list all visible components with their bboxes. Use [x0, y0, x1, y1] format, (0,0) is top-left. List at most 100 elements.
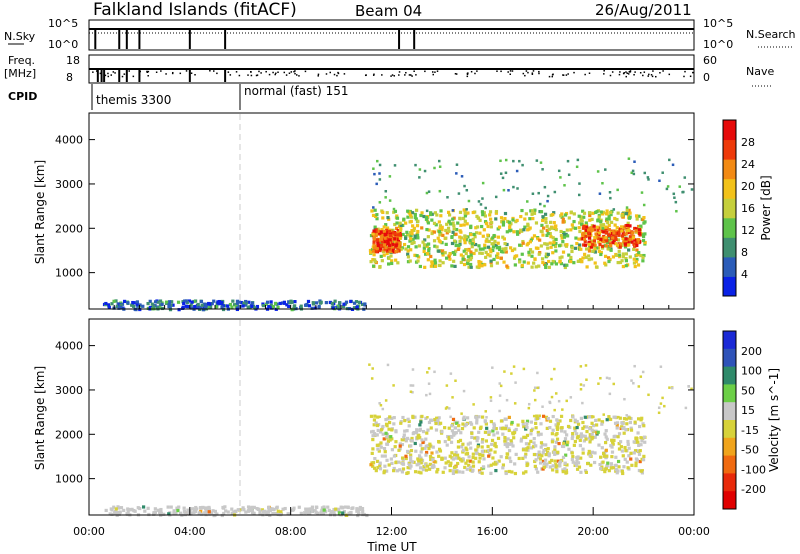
velocity-pixel	[417, 459, 421, 463]
power-pixel	[601, 223, 606, 227]
power-pixel	[446, 196, 449, 199]
power-pixel	[592, 224, 596, 228]
power-pixel	[438, 189, 442, 193]
velocity-pixel	[507, 469, 511, 474]
ytick-label: 1000	[55, 267, 83, 280]
velocity-pixel	[378, 467, 383, 471]
velocity-pixel	[529, 420, 534, 424]
velocity-pixel	[177, 505, 181, 509]
cpid-label: CPID	[8, 90, 37, 103]
velocity-pixel	[591, 423, 596, 428]
power-pixel	[443, 251, 447, 255]
power-pixel	[394, 243, 398, 247]
power-pixel	[588, 213, 592, 218]
power-pixel	[481, 181, 485, 185]
power-pixel	[415, 254, 419, 258]
power-pixel	[483, 263, 487, 267]
velocity-pixel	[498, 409, 501, 413]
velocity-pixel	[374, 421, 378, 425]
power-pixel	[438, 165, 442, 168]
velocity-pixel	[587, 415, 592, 419]
power-pixel	[261, 303, 265, 308]
power-pixel	[250, 304, 254, 308]
velocity-pixel	[519, 437, 524, 441]
power-pixel	[581, 256, 585, 260]
velocity-pixel	[565, 463, 569, 467]
power-pixel	[390, 232, 395, 237]
power-pixel	[553, 190, 557, 194]
velocity-pixel	[439, 421, 443, 425]
velocity-pixel	[593, 451, 597, 455]
velocity-pixel	[579, 383, 583, 386]
power-pixel	[466, 248, 470, 252]
nave-point	[274, 73, 276, 76]
velocity-pixel	[397, 460, 401, 464]
power-pixel	[437, 159, 441, 163]
power-pixel	[375, 213, 379, 217]
nave-point	[474, 72, 476, 75]
velocity-pixel	[560, 426, 564, 430]
power-pixel	[394, 258, 398, 262]
velocity-pixel	[550, 432, 554, 436]
velocity-pixel	[476, 445, 480, 449]
nave-point	[623, 72, 625, 74]
velocity-pixel	[388, 415, 392, 419]
nave-point	[265, 70, 267, 73]
velocity-pixel	[471, 464, 476, 468]
xtick-label: 04:00	[174, 525, 206, 538]
power-pixel	[411, 224, 415, 228]
power-pixel	[441, 233, 445, 238]
power-pixel	[122, 299, 127, 304]
power-pixel	[376, 227, 380, 231]
power-pixel	[374, 228, 378, 232]
power-pixel	[528, 217, 532, 221]
velocity-pixel	[451, 471, 455, 476]
power-pixel	[430, 260, 434, 264]
power-pixel	[544, 217, 548, 221]
power-pixel	[499, 172, 503, 175]
velocity-pixel	[571, 415, 575, 419]
velocity-pixel	[431, 458, 435, 462]
velocity-pixel	[485, 426, 489, 430]
power-pixel	[293, 304, 297, 308]
power-pixel	[526, 261, 530, 265]
power-pixel	[502, 237, 506, 241]
nave-point	[288, 72, 291, 75]
nave-point	[132, 75, 135, 78]
velocity-pixel	[588, 427, 592, 431]
velocity-pixel	[494, 468, 498, 473]
velocity-pixel	[584, 364, 588, 367]
velocity-pixel	[554, 423, 558, 427]
power-pixel	[611, 241, 615, 245]
power-pixel	[570, 249, 574, 254]
power-pixel	[584, 255, 588, 259]
power-pixel	[447, 213, 452, 217]
velocity-pixel	[299, 511, 303, 515]
power-pixel	[596, 246, 601, 250]
power-pixel	[533, 208, 537, 212]
power-pixel	[525, 243, 529, 247]
velocity-pixel	[388, 438, 392, 442]
power-pixel	[504, 158, 508, 162]
nave-point	[298, 75, 300, 77]
velocity-pixel	[661, 396, 664, 400]
power-pixel	[416, 236, 420, 240]
velocity-pixel	[537, 455, 541, 460]
power-pixel	[577, 193, 581, 197]
nave-point	[293, 70, 295, 73]
power-pixel	[404, 236, 408, 240]
velocity-pixel	[336, 507, 341, 511]
power-pixel	[545, 228, 549, 233]
velocity-pixel	[637, 452, 642, 456]
velocity-pixel	[409, 455, 413, 460]
nave-point	[642, 74, 644, 77]
power-pixel	[574, 236, 578, 240]
power-pixel	[594, 232, 598, 236]
power-pixel	[619, 227, 623, 231]
power-pixel	[580, 260, 584, 264]
power-pixel	[138, 303, 142, 307]
velocity-pixel	[248, 506, 252, 510]
velocity-pixel	[457, 428, 461, 432]
power-pixel	[503, 217, 507, 221]
